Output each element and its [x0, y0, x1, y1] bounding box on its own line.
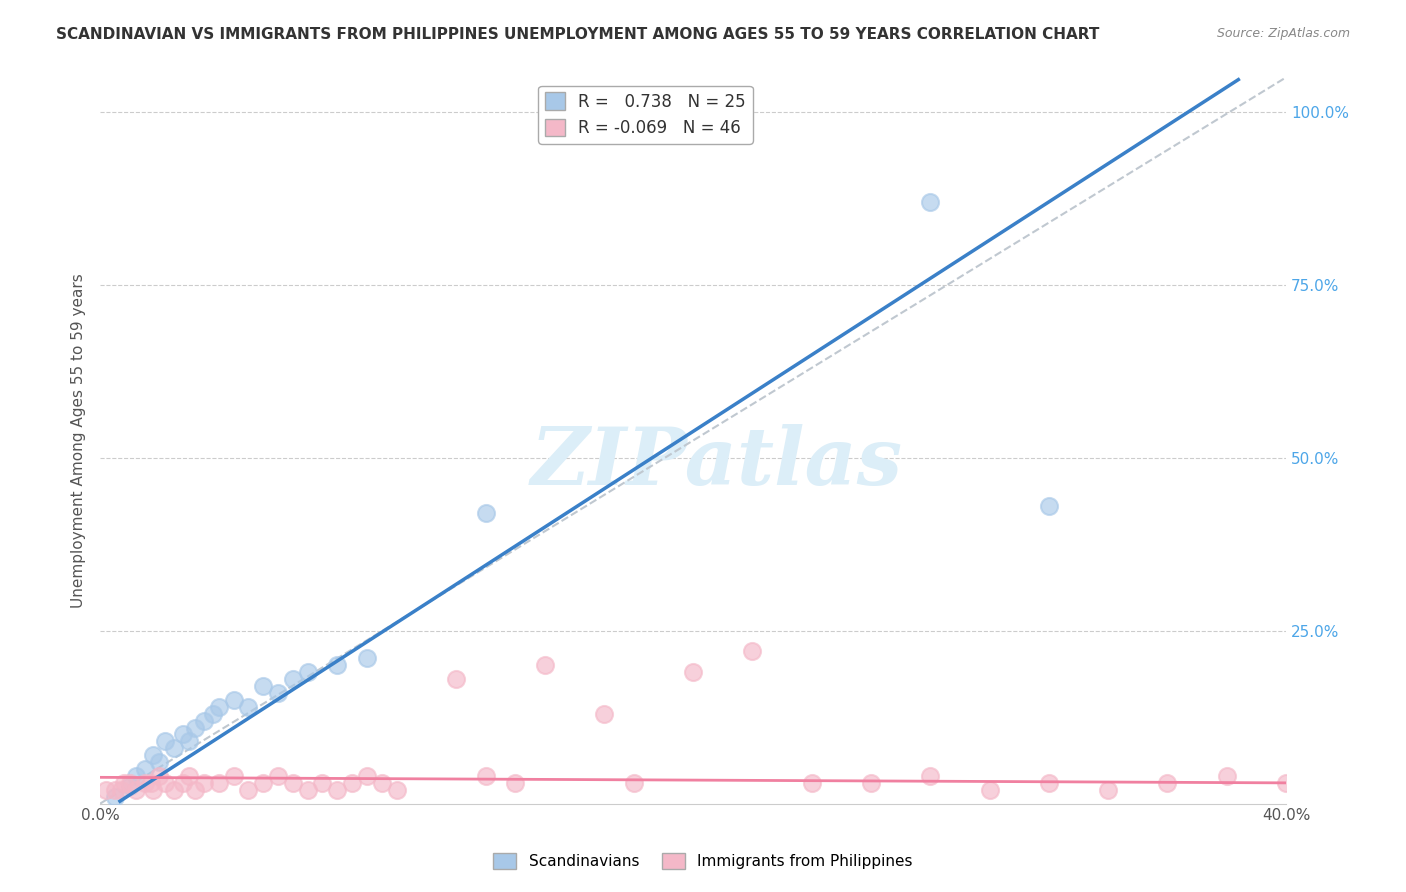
Point: [252, 776, 274, 790]
Point: [920, 769, 942, 783]
Point: [118, 780, 141, 794]
Point: [142, 748, 165, 763]
Legend: R =   0.738   N = 25, R = -0.069   N = 46: R = 0.738 N = 25, R = -0.069 N = 46: [538, 86, 752, 144]
Point: [267, 769, 290, 783]
Point: [593, 706, 616, 721]
Point: [104, 789, 127, 804]
Y-axis label: Unemployment Among Ages 55 to 59 years: Unemployment Among Ages 55 to 59 years: [72, 273, 86, 608]
Point: [184, 721, 207, 735]
Point: [163, 782, 186, 797]
Point: [134, 776, 156, 790]
Point: [385, 782, 408, 797]
Point: [142, 782, 165, 797]
Point: [177, 769, 200, 783]
Point: [172, 776, 194, 790]
Point: [800, 776, 823, 790]
Point: [222, 693, 245, 707]
Point: [155, 734, 177, 748]
Point: [172, 727, 194, 741]
Point: [1038, 776, 1060, 790]
Point: [222, 769, 245, 783]
Point: [148, 755, 170, 769]
Point: [112, 776, 135, 790]
Point: [859, 776, 882, 790]
Point: [125, 782, 148, 797]
Point: [623, 776, 645, 790]
Point: [252, 679, 274, 693]
Point: [125, 769, 148, 783]
Text: ZIPatlas: ZIPatlas: [530, 424, 903, 501]
Point: [741, 644, 763, 658]
Point: [533, 658, 555, 673]
Point: [184, 782, 207, 797]
Point: [1215, 769, 1237, 783]
Text: Source: ZipAtlas.com: Source: ZipAtlas.com: [1216, 27, 1350, 40]
Point: [1038, 500, 1060, 514]
Legend: Scandinavians, Immigrants from Philippines: Scandinavians, Immigrants from Philippin…: [488, 847, 918, 875]
Point: [104, 782, 127, 797]
Point: [474, 506, 496, 520]
Point: [177, 734, 200, 748]
Point: [311, 776, 333, 790]
Point: [371, 776, 394, 790]
Point: [238, 699, 260, 714]
Point: [155, 776, 177, 790]
Point: [356, 769, 378, 783]
Point: [503, 776, 526, 790]
Text: SCANDINAVIAN VS IMMIGRANTS FROM PHILIPPINES UNEMPLOYMENT AMONG AGES 55 TO 59 YEA: SCANDINAVIAN VS IMMIGRANTS FROM PHILIPPI…: [56, 27, 1099, 42]
Point: [139, 776, 162, 790]
Point: [134, 762, 156, 776]
Point: [110, 782, 132, 797]
Point: [444, 672, 467, 686]
Point: [163, 741, 186, 756]
Point: [238, 782, 260, 797]
Point: [1275, 776, 1298, 790]
Point: [94, 782, 117, 797]
Point: [267, 686, 290, 700]
Point: [326, 782, 349, 797]
Point: [1097, 782, 1119, 797]
Point: [118, 776, 141, 790]
Point: [193, 776, 215, 790]
Point: [356, 651, 378, 665]
Point: [297, 782, 319, 797]
Point: [682, 665, 704, 680]
Point: [148, 769, 170, 783]
Point: [208, 699, 231, 714]
Point: [1156, 776, 1178, 790]
Point: [297, 665, 319, 680]
Point: [340, 776, 363, 790]
Point: [281, 672, 304, 686]
Point: [979, 782, 1001, 797]
Point: [208, 776, 231, 790]
Point: [281, 776, 304, 790]
Point: [326, 658, 349, 673]
Point: [201, 706, 224, 721]
Point: [920, 194, 942, 209]
Point: [193, 714, 215, 728]
Point: [474, 769, 496, 783]
